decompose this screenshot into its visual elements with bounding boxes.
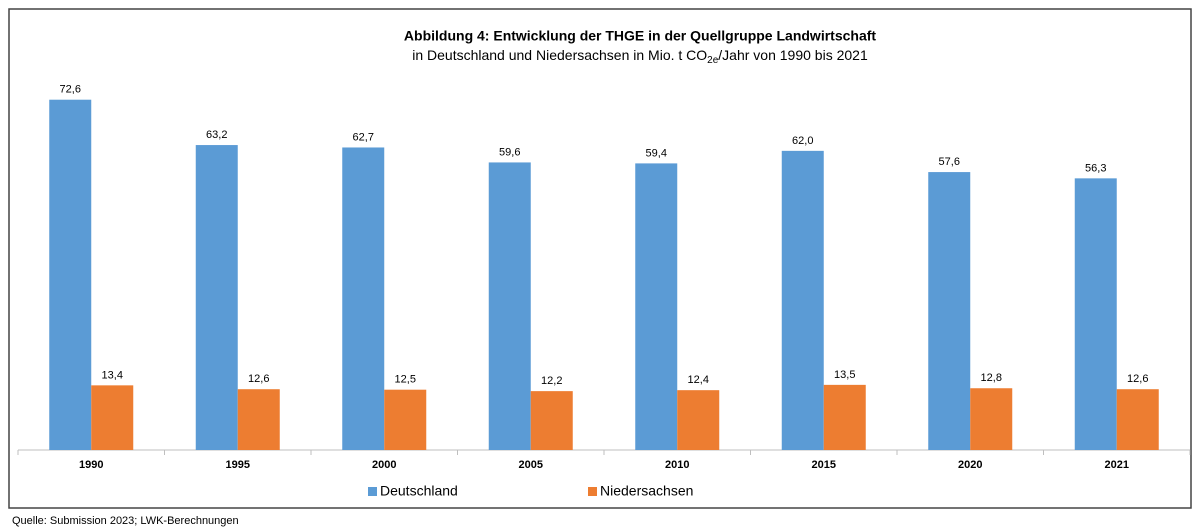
bar [1074, 178, 1117, 451]
bar [1116, 389, 1159, 450]
bar [384, 389, 427, 450]
value-label: 56,3 [1085, 162, 1106, 174]
legend-label: Deutschland [380, 483, 458, 499]
value-label: 12,5 [395, 374, 416, 386]
value-label: 57,6 [939, 156, 960, 168]
x-tick-label: 2010 [665, 459, 689, 471]
bar [970, 388, 1013, 450]
value-label: 62,0 [792, 135, 813, 147]
bar [781, 150, 824, 450]
legend-swatch [588, 487, 597, 496]
value-label: 12,4 [688, 374, 709, 386]
chart-title: Abbildung 4: Entwicklung der THGE in der… [404, 28, 876, 44]
value-label: 12,6 [1127, 373, 1148, 385]
bar [195, 145, 238, 450]
value-label: 72,6 [60, 84, 81, 96]
x-tick-label: 2020 [958, 459, 982, 471]
x-tick-label: 2021 [1105, 459, 1129, 471]
value-label: 12,2 [541, 375, 562, 387]
subtitle-part: in Deutschland und Niedersachsen in Mio.… [412, 47, 707, 63]
x-tick-label: 1995 [226, 459, 250, 471]
bar [342, 147, 385, 450]
value-label: 13,5 [834, 369, 855, 381]
legend-label: Niedersachsen [600, 483, 693, 499]
source-note: Quelle: Submission 2023; LWK-Berechnunge… [12, 515, 239, 527]
value-label: 59,4 [646, 147, 667, 159]
bar [530, 391, 573, 450]
bar [91, 385, 134, 450]
bar [677, 390, 720, 450]
x-tick-label: 2015 [812, 459, 836, 471]
bar [928, 172, 971, 450]
bar [49, 99, 92, 450]
legend-swatch [368, 487, 377, 496]
value-label: 62,7 [353, 131, 374, 143]
bar [237, 389, 280, 450]
subtitle-part: /Jahr von 1990 bis 2021 [718, 47, 868, 63]
x-tick-label: 1990 [79, 459, 103, 471]
x-tick-label: 2005 [519, 459, 543, 471]
bar [488, 162, 531, 450]
value-label: 59,6 [499, 146, 520, 158]
bar [823, 384, 866, 450]
value-label: 12,8 [981, 372, 1002, 384]
value-label: 13,4 [102, 369, 123, 381]
value-label: 12,6 [248, 373, 269, 385]
chart-subtitle: in Deutschland und Niedersachsen in Mio.… [412, 47, 868, 66]
subtitle-subscript: 2e [707, 55, 719, 66]
value-label: 63,2 [206, 129, 227, 141]
chart-frame [8, 8, 1192, 509]
x-tick-label: 2000 [372, 459, 396, 471]
bar [635, 163, 678, 450]
